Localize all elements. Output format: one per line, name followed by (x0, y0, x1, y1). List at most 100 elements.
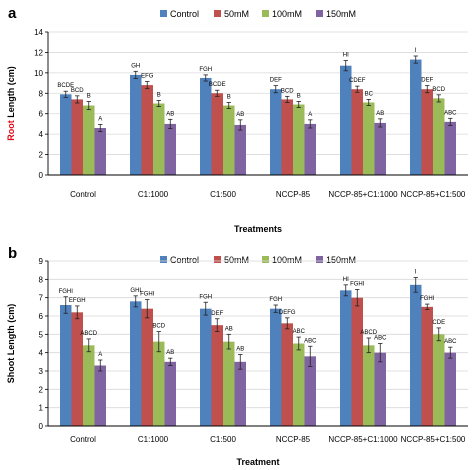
y-tick-label: 8 (39, 275, 44, 284)
y-tick-label: 5 (39, 330, 44, 339)
x-category-label: Control (70, 190, 96, 199)
legend-swatch (160, 256, 167, 263)
bar (153, 103, 165, 175)
bar (83, 105, 95, 175)
bar (130, 74, 142, 175)
y-tick-label: 12 (34, 48, 43, 57)
y-tick-label: 0 (39, 171, 44, 180)
bar (94, 128, 106, 175)
x-category-label: NCCP-85+C1:500 (401, 435, 466, 444)
bar (304, 356, 316, 426)
legend-swatch (316, 256, 323, 263)
y-axis-ticks: 0 2 4 6 8 10 12 14 (34, 28, 48, 180)
significance-label: BCDE (209, 82, 226, 88)
legend-label: 100mM (272, 255, 302, 265)
legend-item: 100mM (262, 9, 302, 19)
significance-label: ABC (293, 329, 306, 335)
bar (223, 105, 235, 175)
bar (410, 59, 422, 176)
y-tick-label: 7 (39, 294, 44, 303)
y-tick-label: 6 (39, 110, 44, 119)
x-category-label: C1:1000 (138, 435, 169, 444)
y-tick-label: 14 (34, 28, 43, 37)
y-tick-label: 2 (39, 151, 44, 160)
legend-item: Control (160, 9, 199, 19)
significance-label: ABC (374, 336, 387, 342)
bar (281, 323, 293, 426)
significance-label: AB (166, 111, 174, 117)
bar (293, 104, 305, 175)
significance-label: ABC (444, 339, 457, 345)
x-axis-title: Treatments (234, 224, 282, 234)
bar (141, 85, 153, 175)
significance-label: BCD (71, 88, 84, 94)
legend: Control 50mM 100mM 150mM (160, 255, 356, 265)
significance-label: EFG (141, 74, 154, 80)
significance-label: HI (343, 277, 349, 283)
bar (444, 352, 456, 426)
bar (223, 341, 235, 426)
bar (83, 345, 95, 426)
legend-swatch (262, 256, 269, 263)
significance-label: ABC (444, 110, 457, 116)
bar (141, 308, 153, 426)
significance-label: A (308, 112, 312, 118)
significance-label: HI (343, 53, 349, 59)
bar (130, 301, 142, 426)
gridlines (48, 31, 468, 176)
legend-item: 50mM (214, 9, 249, 19)
bar (71, 99, 83, 175)
significance-label: AB (376, 111, 384, 117)
legend-label: 150mM (326, 9, 356, 19)
x-category-label: Control (70, 435, 96, 444)
x-category-label: NCCP-85 (276, 435, 311, 444)
bar (164, 361, 176, 426)
bar (270, 308, 282, 426)
legend-item: 100mM (262, 255, 302, 265)
legend-item: 150mM (316, 255, 356, 265)
bar (340, 65, 352, 175)
significance-label: AB (236, 347, 244, 353)
legend-label: 100mM (272, 9, 302, 19)
significance-label: GHI (130, 288, 141, 294)
panel-letter: a (8, 5, 17, 22)
legend-label: Control (170, 9, 199, 19)
significance-label: GH (131, 63, 140, 69)
significance-label: DEF (270, 78, 282, 84)
y-axis-title-rest: Shoot Length (cm) (6, 304, 16, 384)
x-axis-title: Treatment (236, 457, 279, 467)
significance-label: I (415, 270, 417, 276)
bar (304, 123, 316, 175)
x-category-label: NCCP-85+C1:500 (401, 190, 466, 199)
bar-group: FGH DEFG ABC ABC (269, 297, 317, 426)
significance-label: B (227, 94, 231, 100)
y-axis-title: Shoot Length (cm) (6, 304, 16, 384)
bar-group: FGHI EFGH ABCD A (59, 289, 106, 426)
significance-label: A (98, 352, 102, 358)
gridlines (48, 260, 468, 427)
bar (351, 89, 363, 175)
significance-label: FGH (199, 294, 212, 300)
bar (351, 297, 363, 426)
bar (374, 122, 386, 175)
x-category-label: NCCP-85 (276, 190, 311, 199)
bar (234, 124, 246, 175)
significance-label: BCD (281, 88, 294, 94)
bar (164, 123, 176, 175)
bar (281, 99, 293, 175)
y-tick-label: 9 (39, 257, 44, 266)
significance-label: DEF (211, 311, 223, 317)
y-tick-label: 4 (39, 349, 44, 358)
x-axis-categories: Control C1:1000 C1:500 NCCP-85 NCCP-85+C1:10… (70, 190, 466, 199)
significance-label: ABC (304, 338, 317, 344)
significance-label: FGHI (59, 289, 74, 295)
bar (363, 345, 375, 426)
significance-label: BCDE (57, 83, 74, 89)
significance-label: B (297, 93, 301, 99)
legend-label: 150mM (326, 255, 356, 265)
